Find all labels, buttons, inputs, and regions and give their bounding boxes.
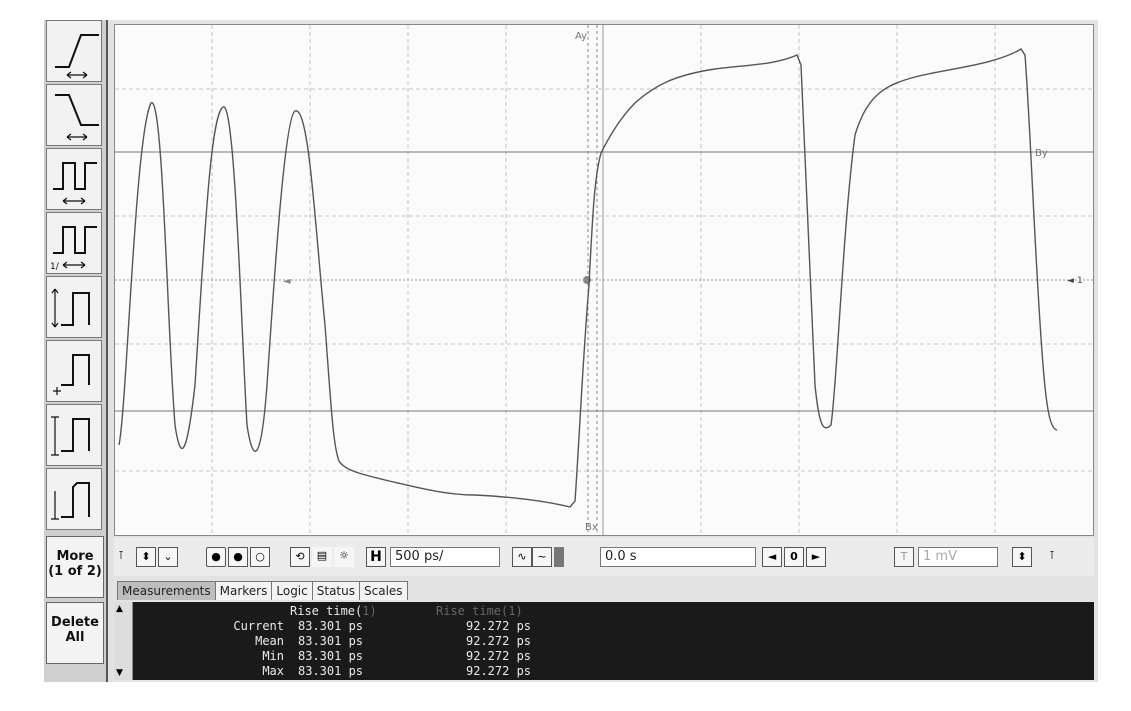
horizontal-button[interactable]: H: [366, 547, 386, 567]
waveform-trace: [118, 48, 1058, 508]
fine-adjust-icon[interactable]: ∿: [512, 547, 532, 567]
row-mean-v2: 92.272 ps: [466, 634, 532, 648]
row-mean-v1: 83.301 ps: [298, 634, 364, 648]
tab-markers[interactable]: Markers: [214, 581, 273, 600]
channel-label: 1: [1077, 276, 1083, 286]
record-dark-icon[interactable]: ●: [228, 547, 248, 567]
record-circle-icon[interactable]: ●: [206, 547, 226, 567]
row-min-v2: 92.272 ps: [466, 649, 532, 663]
marker-b-label: Bx: [585, 522, 598, 533]
wave-adjust-icon[interactable]: ~: [532, 547, 552, 567]
tab-measurements[interactable]: Measurements: [117, 581, 216, 600]
top-base-icon[interactable]: [46, 404, 102, 466]
ref-marker: ◄: [283, 276, 291, 287]
pin-right-icon[interactable]: ⊺: [1049, 549, 1055, 562]
row-label-mean: Mean: [255, 634, 284, 648]
delete-label: Delete: [51, 615, 99, 630]
fall-time-icon[interactable]: [46, 84, 102, 146]
measurement-scrollbar[interactable]: ▲ ▼: [114, 602, 133, 680]
autoscale-icon[interactable]: ⟲: [290, 547, 310, 567]
scroll-down-icon[interactable]: ▼: [116, 668, 123, 678]
period-icon[interactable]: [46, 148, 102, 210]
row-current-v1: 83.301 ps: [298, 619, 364, 633]
col2-header: Rise time(1): [436, 604, 523, 618]
pin-icon[interactable]: ⊺: [118, 549, 124, 562]
more-button[interactable]: More (1 of 2): [46, 536, 104, 598]
amplitude-icon[interactable]: [46, 340, 102, 402]
more-page-label: (1 of 2): [48, 564, 102, 579]
col1-header: Rise time(1): [290, 604, 377, 618]
bottom-tabs: Measurements Markers Logic Status Scales: [117, 580, 408, 602]
pulse-width-icon[interactable]: [46, 276, 102, 338]
trigger-stepper-icon[interactable]: ⬍: [1012, 547, 1032, 567]
channel-offset-marker: ◄: [1067, 276, 1074, 286]
waveform-graticule: Ay Bx By ◄ ◄ 1: [115, 25, 1093, 535]
tab-scales[interactable]: Scales: [359, 581, 408, 600]
marker-a-label: Ay: [575, 31, 587, 42]
timebase-field[interactable]: 500 ps/: [390, 547, 500, 567]
row-current-v2: 92.272 ps: [466, 619, 532, 633]
more-label: More: [56, 549, 94, 564]
measurement-toolbar: 1/ More (1 of 2) Delete All: [44, 20, 108, 682]
nav-left-icon[interactable]: ◄: [762, 547, 782, 567]
row-max-v1: 83.301 ps: [298, 664, 364, 678]
svg-text:1/: 1/: [50, 262, 60, 272]
tab-status[interactable]: Status: [311, 581, 360, 600]
delay-indicator: [554, 547, 564, 567]
measurement-panel: [114, 602, 1094, 680]
nav-right-icon[interactable]: ►: [806, 547, 826, 567]
frequency-icon[interactable]: 1/: [46, 212, 102, 274]
row-max-v2: 92.272 ps: [466, 664, 532, 678]
tab-logic[interactable]: Logic: [271, 581, 313, 600]
layers-icon[interactable]: ▤: [312, 547, 332, 567]
row-label-max: Max: [262, 664, 284, 678]
trigger-level-field[interactable]: 1 mV: [918, 547, 998, 567]
record-empty-icon[interactable]: ○: [250, 547, 270, 567]
marker-right-label: By: [1035, 148, 1048, 159]
overshoot-icon[interactable]: [46, 468, 102, 530]
row-label-current: Current: [233, 619, 284, 633]
vertical-stepper-icon[interactable]: ⬍: [136, 547, 156, 567]
control-bar: ⊺ ⬍ ⌄ ● ● ○ ⟲ ▤ ☼ H 500 ps/ ∿ ~ 0.0 s ◄ …: [114, 538, 1094, 576]
scroll-up-icon[interactable]: ▲: [116, 604, 123, 614]
rise-time-icon[interactable]: [46, 20, 102, 82]
row-label-min: Min: [262, 649, 284, 663]
waveform-display[interactable]: Ay Bx By ◄ ◄ 1: [114, 24, 1094, 536]
brightness-icon[interactable]: ☼: [334, 547, 354, 567]
delete-label-2: All: [65, 630, 85, 645]
trigger-button[interactable]: T: [894, 547, 914, 567]
row-min-v1: 83.301 ps: [298, 649, 364, 663]
nav-center-button[interactable]: 0: [784, 547, 804, 567]
vertical-toggle-icon[interactable]: ⌄: [158, 547, 178, 567]
delete-all-button[interactable]: Delete All: [46, 602, 104, 664]
delay-field[interactable]: 0.0 s: [600, 547, 756, 567]
